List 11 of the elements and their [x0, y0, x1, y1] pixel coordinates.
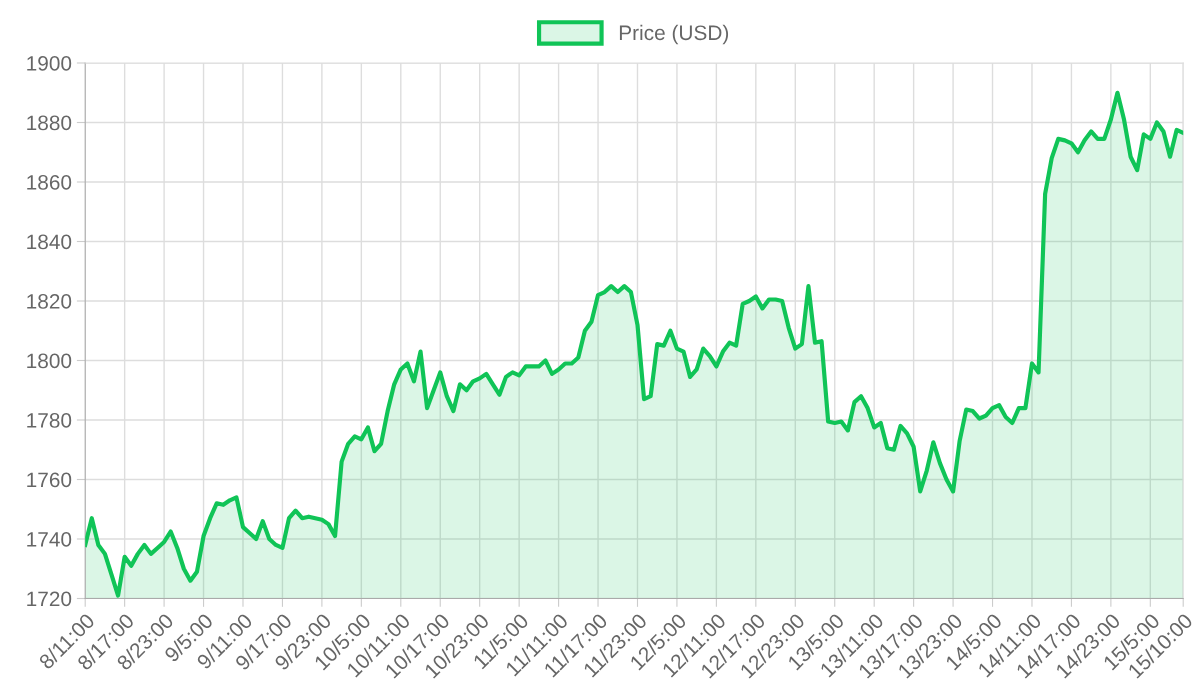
y-tick-label: 1800 — [27, 353, 72, 369]
y-tick-label: 1720 — [27, 591, 72, 607]
y-tick-label: 1820 — [27, 294, 72, 309]
legend-label: Price (USD) — [619, 24, 729, 45]
y-tick-label: 1900 — [27, 56, 72, 71]
y-tick-label: 1840 — [27, 234, 72, 250]
y-tick-label: 1740 — [27, 532, 72, 547]
y-tick-label: 1760 — [27, 472, 72, 488]
y-tick-label: 1860 — [27, 175, 72, 190]
y-tick-label: 1780 — [27, 413, 72, 428]
y-tick-label: 1880 — [27, 115, 72, 131]
